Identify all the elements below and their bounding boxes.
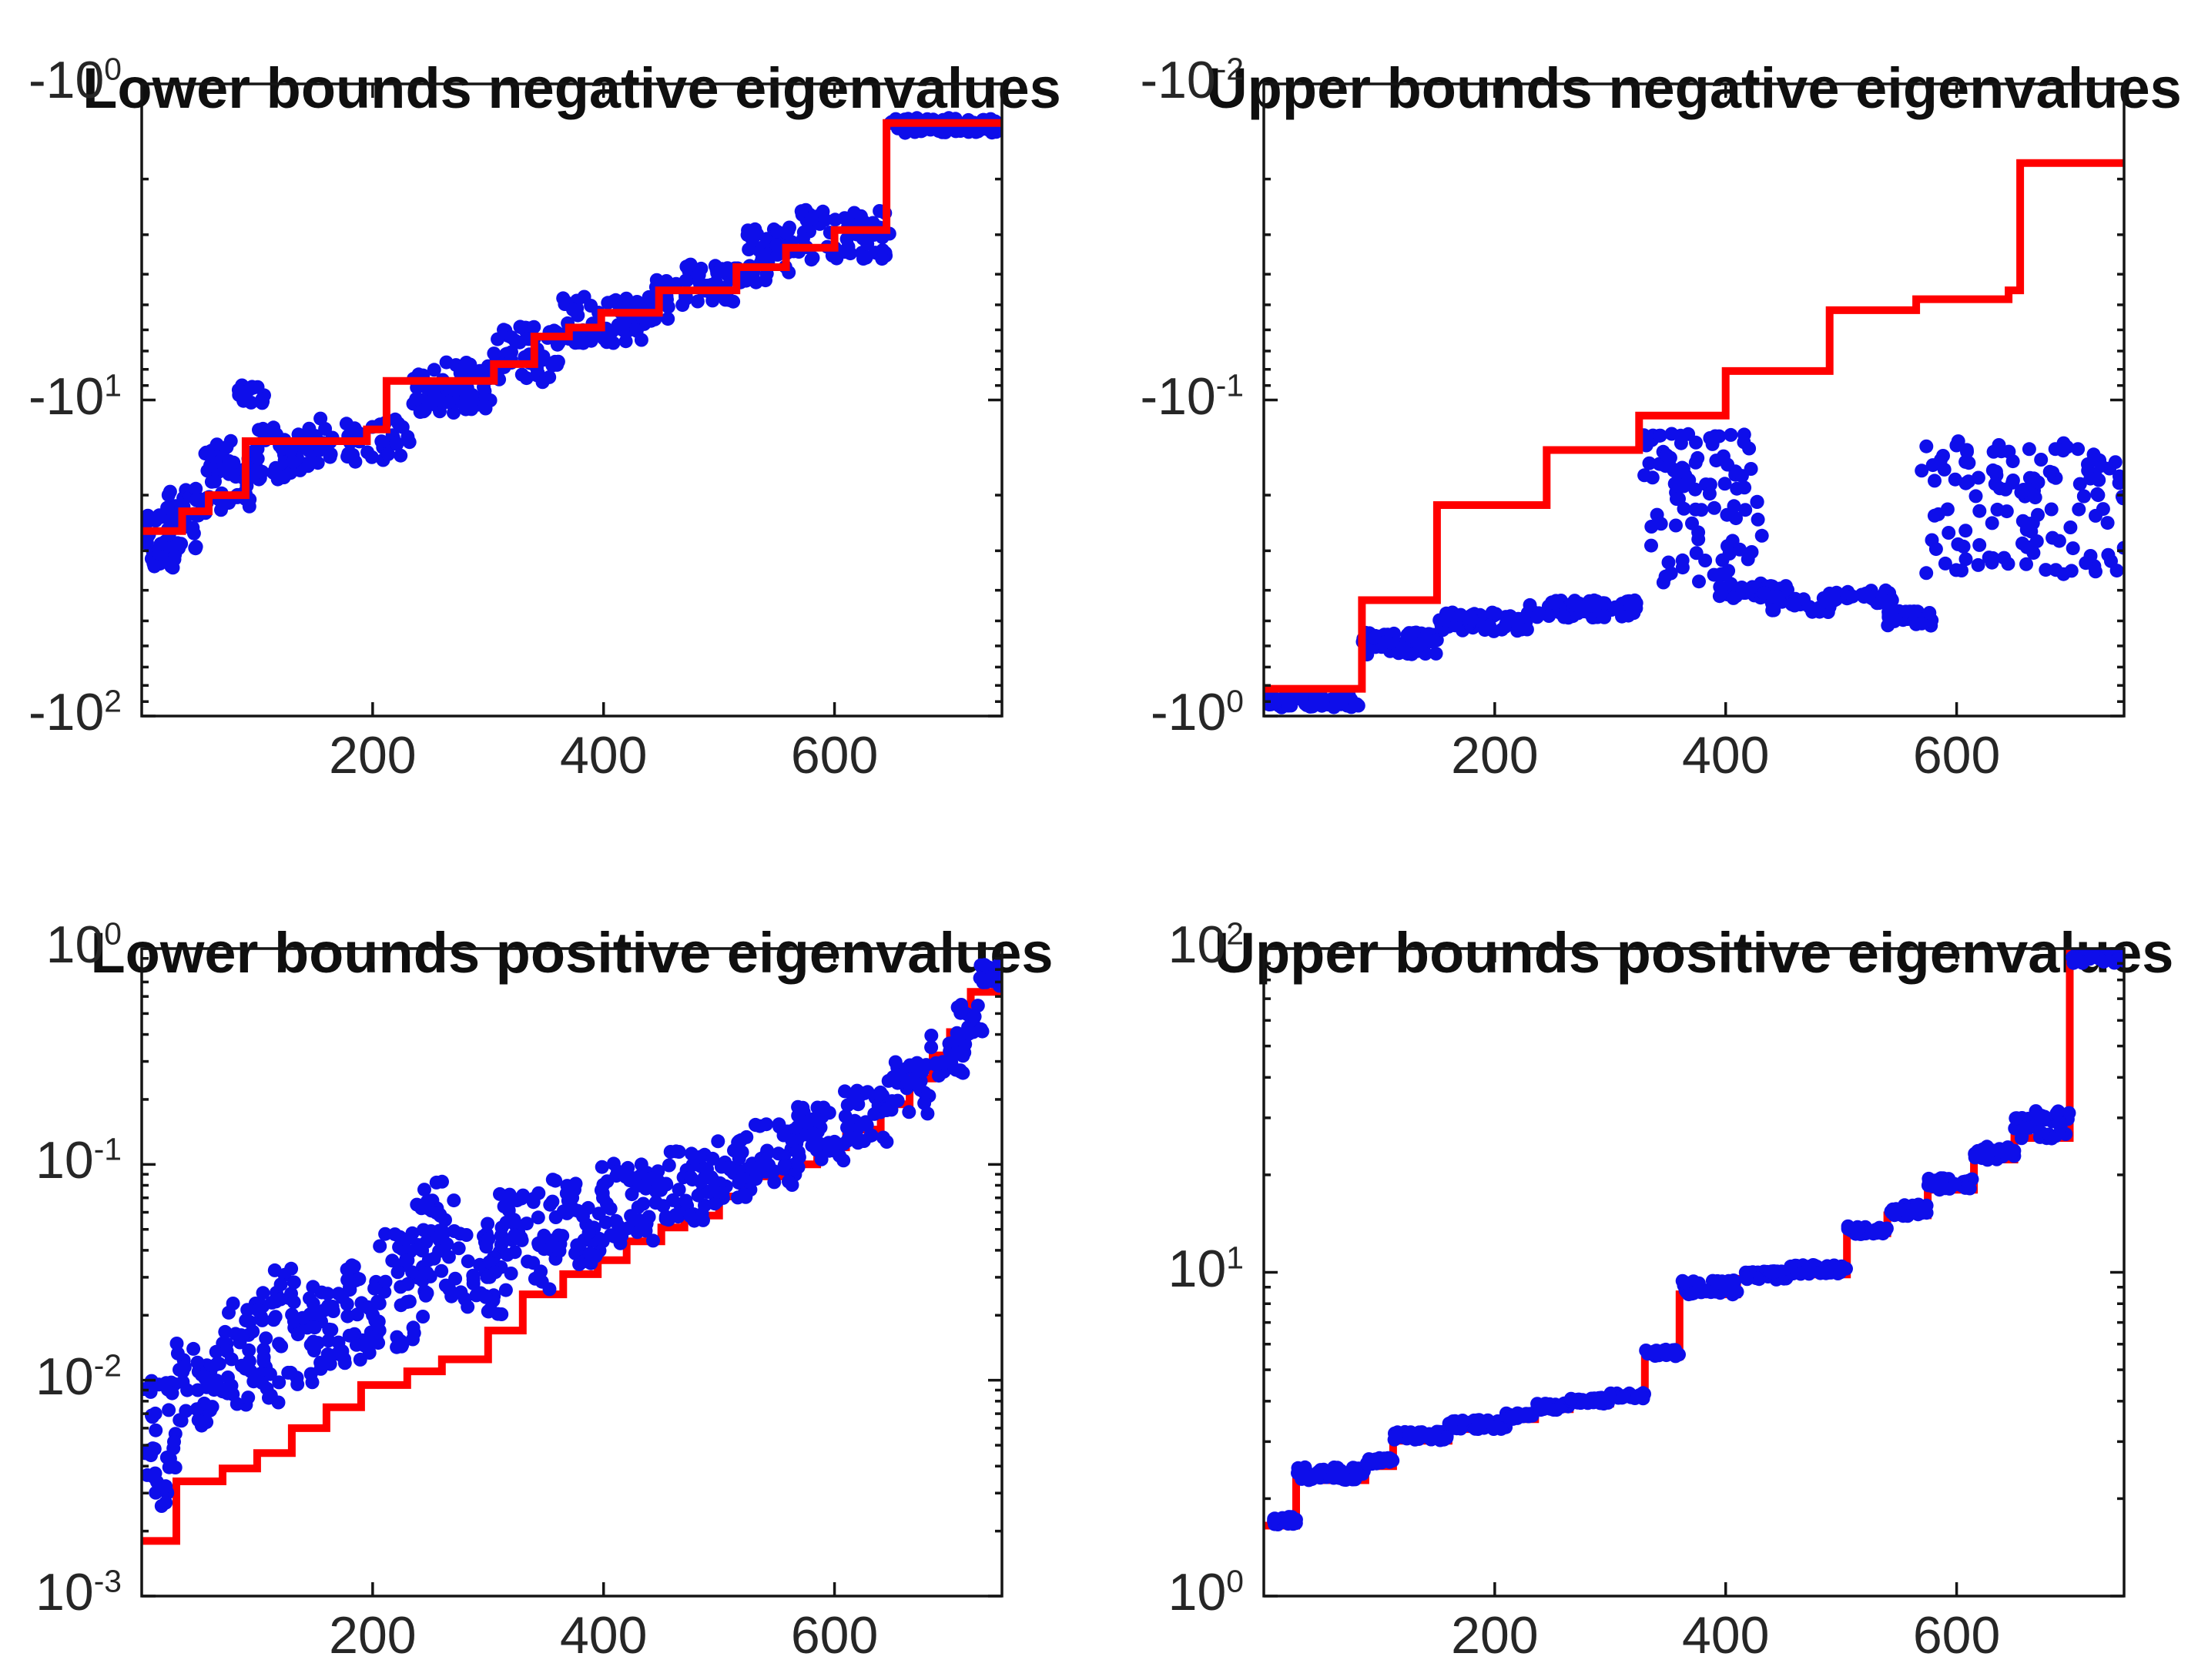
x-tick-label: 400	[1681, 1606, 1770, 1665]
y-tick-label: -100	[1151, 683, 1244, 741]
plot-data-layer	[142, 958, 1002, 1545]
x-tick-label: 200	[1451, 726, 1539, 785]
y-tick-label: -10-1	[1140, 366, 1244, 426]
plot-data-layer	[142, 111, 1002, 575]
chart-title-upper-negative: Upper bounds negative eigenvalues	[1206, 56, 2182, 121]
axes-box	[140, 947, 1003, 1598]
x-tick-label: 200	[329, 726, 417, 785]
tick-marks	[142, 82, 1002, 718]
plot-area-lower-negative	[140, 82, 1003, 718]
positive-eigenvalue-upper-estimates	[1267, 949, 2124, 1531]
tick-marks	[1264, 82, 2124, 718]
y-tick-label: 10-1	[35, 1131, 122, 1190]
upper-bound-step-line	[1264, 159, 2124, 693]
x-tick-label: 400	[1681, 726, 1770, 785]
lower-bound-step-line	[142, 119, 1002, 535]
y-tick-label: -102	[28, 683, 122, 741]
chart-title-lower-negative: Lower bounds negative eigenvalues	[82, 56, 1061, 121]
positive-eigenvalue-lower-estimates	[142, 958, 1002, 1513]
negative-eigenvalue-upper-estimates	[1264, 427, 2124, 715]
x-tick-label: 200	[1451, 1606, 1539, 1665]
chart-title-lower-positive: Lower bounds positive eigenvalues	[90, 921, 1054, 986]
y-tick-label: 102	[1168, 915, 1244, 974]
x-tick-label: 400	[559, 1606, 648, 1665]
x-tick-label: 600	[1912, 726, 2001, 785]
axes-box	[1262, 947, 2126, 1598]
x-tick-label: 600	[790, 726, 879, 785]
y-tick-label: 101	[1168, 1239, 1244, 1298]
tick-marks	[1264, 947, 2124, 1598]
plot-area-upper-positive	[1262, 947, 2126, 1598]
y-tick-label: 10-3	[35, 1563, 122, 1621]
y-tick-label: -10-2	[1140, 51, 1244, 109]
x-tick-label: 600	[1912, 1606, 2001, 1665]
chart-title-upper-positive: Upper bounds positive eigenvalues	[1214, 921, 2174, 986]
y-tick-label: 100	[45, 915, 122, 974]
y-tick-label: -101	[28, 366, 122, 426]
axes-box	[1262, 82, 2126, 718]
y-tick-label: 10-2	[35, 1347, 122, 1406]
axes-box	[140, 82, 1003, 718]
y-tick-label: -100	[28, 51, 122, 109]
x-tick-label: 200	[329, 1606, 417, 1665]
plot-area-upper-negative	[1262, 82, 2126, 718]
negative-eigenvalue-lower-estimates	[142, 111, 1002, 575]
x-tick-label: 400	[559, 726, 648, 785]
x-tick-label: 600	[790, 1606, 879, 1665]
y-tick-label: 100	[1168, 1563, 1244, 1621]
plot-data-layer	[1264, 159, 2124, 715]
plot-data-layer	[1264, 949, 2124, 1531]
plot-area-lower-positive	[140, 947, 1003, 1598]
